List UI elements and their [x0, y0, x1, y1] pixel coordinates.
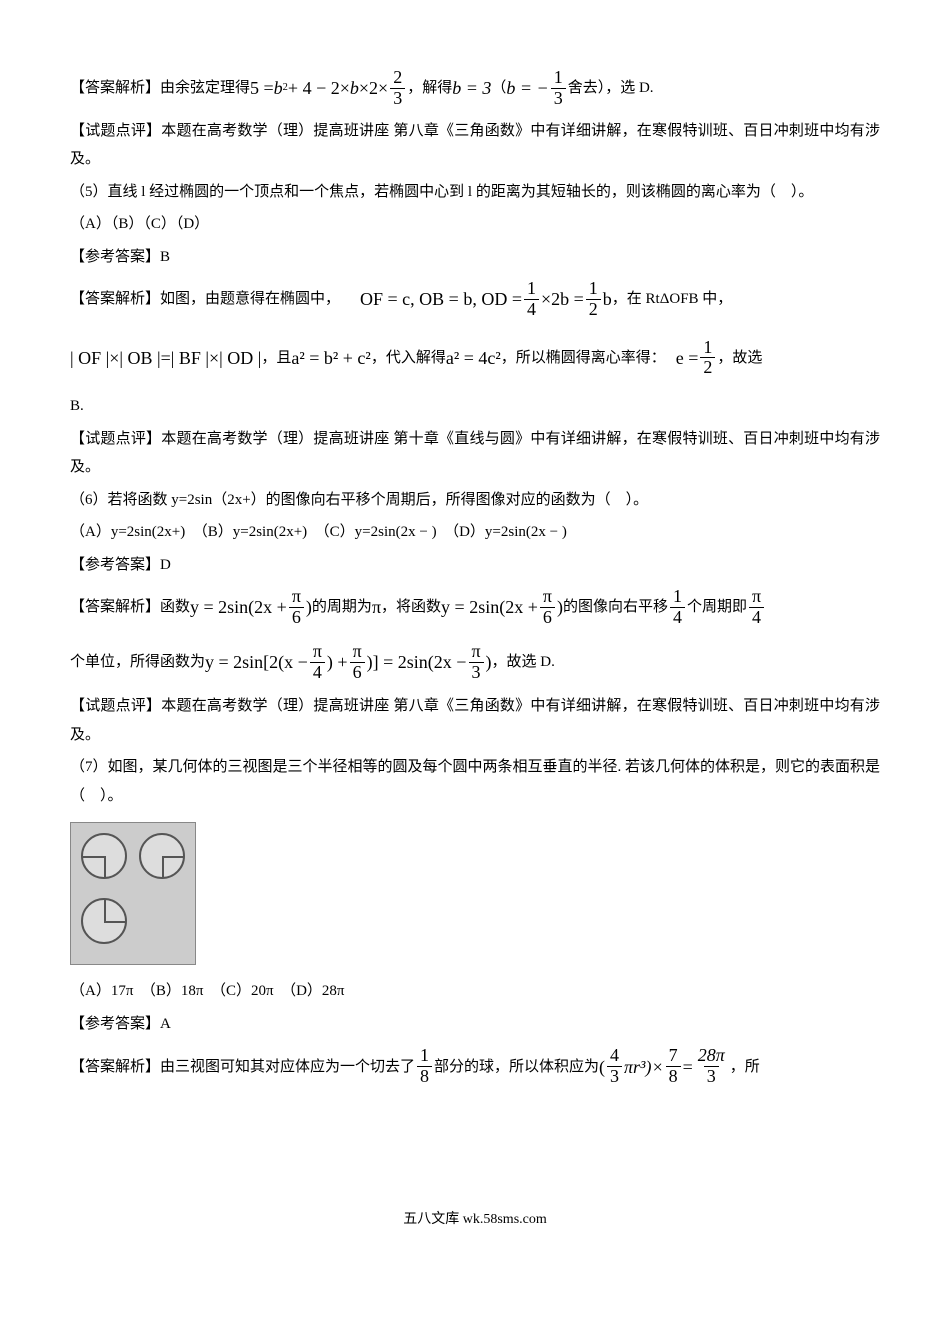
review-5: 【试题点评】本题在高考数学（理）提高班讲座 第十章《直线与圆》中有详细讲解，在寒…	[70, 425, 880, 482]
fraction: π 4	[310, 642, 325, 683]
text: ，所以椭圆得离心率得：	[501, 344, 666, 373]
eq: b = 3	[452, 71, 491, 105]
text: ，故选 D.	[492, 648, 555, 677]
options-6: （A）y=2sin(2x+) （B）y=2sin(2x+) （C）y=2sin(…	[70, 518, 880, 547]
text: ，所	[730, 1053, 760, 1082]
text: 【答案解析】如图，由题意得在椭圆中，	[70, 285, 340, 314]
fraction: 7 8	[666, 1046, 681, 1087]
eq: b	[350, 71, 359, 105]
eq: ×2×	[359, 71, 388, 105]
eq: a² = b² + c²	[291, 341, 370, 375]
answer-analysis-5c: B.	[70, 392, 880, 421]
answer-7: 【参考答案】A	[70, 1010, 880, 1039]
answer-analysis-5b: | OF |×| OB |=| BF |×| OD | ，且 a² = b² +…	[70, 338, 880, 379]
eq: a² = 4c²	[446, 341, 501, 375]
eq: )] = 2sin(2x −	[367, 645, 467, 679]
eq: | OF |×| OB |=| BF |×| OD |	[70, 341, 261, 375]
fraction: π 6	[540, 587, 555, 628]
fraction: 2 3	[390, 68, 405, 109]
question-6: （6）若将函数 y=2sin（2x+）的图像向右平移个周期后，所得图像对应的函数…	[70, 486, 880, 515]
answer-5: 【参考答案】B	[70, 243, 880, 272]
eq: b = −	[506, 71, 548, 105]
fraction: π 6	[350, 642, 365, 683]
fraction: 1 4	[524, 279, 539, 320]
text: ，且	[261, 344, 291, 373]
eq: ) +	[327, 645, 348, 679]
fraction: π 3	[468, 642, 483, 683]
fraction: 1 4	[670, 587, 685, 628]
fraction: 1 3	[551, 68, 566, 109]
fraction: π 4	[749, 587, 764, 628]
text: 的周期为	[312, 593, 372, 622]
question-7: （7）如图，某几何体的三视图是三个半径相等的圆及每个圆中两条相互垂直的半径. 若…	[70, 753, 880, 810]
answer-analysis-5a: 【答案解析】如图，由题意得在椭圆中， OF = c, OB = b, OD = …	[70, 279, 880, 320]
review-1: 【试题点评】本题在高考数学（理）提高班讲座 第八章《三角函数》中有详细讲解，在寒…	[70, 117, 880, 174]
eq: + 4 − 2×	[288, 71, 350, 105]
circle-view-1	[81, 833, 127, 879]
eq: 5 =	[250, 71, 274, 105]
options-5: （A）（B）（C）（D）	[70, 210, 880, 239]
eq: e =	[676, 341, 699, 375]
text: （	[491, 74, 506, 103]
text: 个周期即	[687, 593, 747, 622]
fraction: 1 2	[700, 338, 715, 379]
text: ，故选	[717, 344, 762, 373]
eq: y = 2sin[2(x −	[205, 645, 308, 679]
text: ，解得	[407, 74, 452, 103]
fraction: 4 3	[607, 1046, 622, 1087]
page-footer: 五八文库 wk.58sms.com	[70, 1207, 880, 1234]
fraction: π 6	[289, 587, 304, 628]
text: ，在 RtΔOFB 中，	[612, 285, 733, 314]
eq: y = 2sin(2x +	[441, 590, 538, 624]
fraction: 1 8	[417, 1046, 432, 1087]
answer-analysis-6a: 【答案解析】函数 y = 2sin(2x + π 6 ) 的周期为 π ，将函数…	[70, 587, 880, 628]
answer-analysis-7: 【答案解析】由三视图可知其对应体应为一个切去了 1 8 部分的球，所以体积应为 …	[70, 1046, 880, 1087]
fraction: 1 2	[586, 279, 601, 320]
eq: y = 2sin(2x +	[190, 590, 287, 624]
eq: OF = c, OB = b, OD =	[360, 282, 522, 316]
eq: =	[683, 1050, 693, 1084]
answer-analysis-6b: 个单位，所得函数为 y = 2sin[2(x − π 4 ) + π 6 )] …	[70, 642, 880, 683]
text: 的图像向右平移	[563, 593, 668, 622]
eq: (	[599, 1050, 605, 1084]
answer-analysis-1: 【答案解析】由余弦定理得 5 = b2 + 4 − 2× b ×2× 2 3 ，…	[70, 68, 880, 109]
text: 【答案解析】由三视图可知其对应体应为一个切去了	[70, 1053, 415, 1082]
fraction: 28π 3	[695, 1046, 728, 1087]
answer-6: 【参考答案】D	[70, 551, 880, 580]
text: 【答案解析】由余弦定理得	[70, 74, 250, 103]
text: 【答案解析】函数	[70, 593, 190, 622]
eq: b	[603, 282, 612, 316]
text: ，代入解得	[371, 344, 446, 373]
circle-view-2	[139, 833, 185, 879]
question-5: （5）直线 l 经过椭圆的一个顶点和一个焦点，若椭圆中心到 l 的距离为其短轴长…	[70, 178, 880, 207]
text: 部分的球，所以体积应为	[434, 1053, 599, 1082]
eq: b	[274, 71, 283, 105]
eq: πr³)×	[624, 1050, 664, 1084]
three-views-figure	[70, 822, 196, 965]
eq: π	[372, 590, 381, 624]
eq: ×2b =	[541, 282, 584, 316]
text: 舍去），选 D.	[568, 74, 654, 103]
circle-view-3	[81, 898, 127, 944]
review-6: 【试题点评】本题在高考数学（理）提高班讲座 第八章《三角函数》中有详细讲解，在寒…	[70, 692, 880, 749]
text: ，将函数	[381, 593, 441, 622]
text: 个单位，所得函数为	[70, 648, 205, 677]
options-7: （A）17π （B）18π （C）20π （D）28π	[70, 977, 880, 1006]
